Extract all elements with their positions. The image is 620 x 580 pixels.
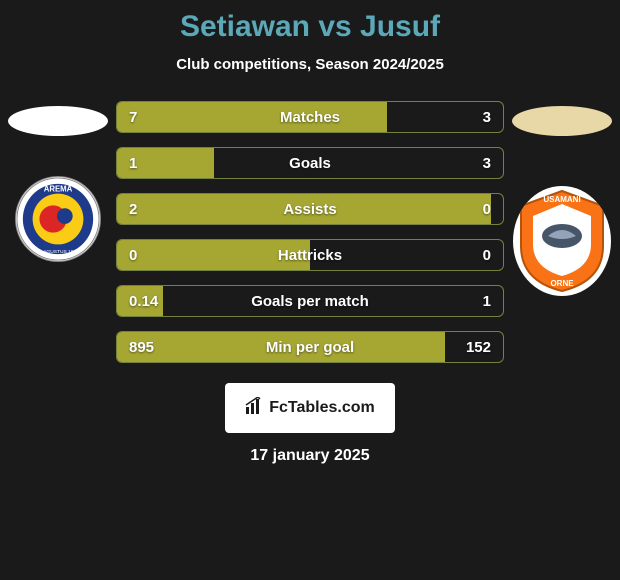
logo-label: FcTables.com	[269, 399, 375, 417]
stat-left-value: 1	[129, 155, 137, 172]
stat-left-value: 0.14	[129, 293, 158, 310]
stat-left-value: 0	[129, 247, 137, 264]
right-column: USAMANI ORNE	[512, 101, 612, 296]
content-row: AREMA 11 AGUSTUS 1987 73Matches13Goals20…	[0, 101, 620, 363]
badge-right-svg: USAMANI ORNE	[513, 186, 611, 296]
bar-left-segment: 1	[117, 148, 214, 178]
bar-right-segment: 0	[310, 240, 503, 270]
bar-left-segment: 0	[117, 240, 310, 270]
svg-text:11 AGUSTUS 1987: 11 AGUSTUS 1987	[37, 249, 79, 255]
left-column: AREMA 11 AGUSTUS 1987	[8, 101, 108, 262]
comparison-container: Setiawan vs Jusuf Club competitions, Sea…	[0, 0, 620, 580]
team-badge-right: USAMANI ORNE	[513, 186, 611, 296]
stats-bars: 73Matches13Goals20Assists00Hattricks0.14…	[108, 101, 512, 363]
page-title: Setiawan vs Jusuf	[0, 10, 620, 44]
chart-icon	[245, 397, 265, 420]
bar-left-segment: 895	[117, 332, 445, 362]
logo-text: FcTables.com	[245, 397, 375, 420]
stat-row: 895152Min per goal	[116, 331, 504, 363]
stat-right-value: 1	[483, 293, 491, 310]
stat-left-value: 2	[129, 201, 137, 218]
stat-row: 00Hattricks	[116, 239, 504, 271]
team-badge-left: AREMA 11 AGUSTUS 1987	[15, 176, 101, 262]
bar-right-segment: 152	[445, 332, 503, 362]
stat-right-value: 152	[466, 339, 491, 356]
badge-left-svg: AREMA 11 AGUSTUS 1987	[16, 176, 100, 262]
stat-row: 20Assists	[116, 193, 504, 225]
bar-left-segment: 0.14	[117, 286, 163, 316]
svg-text:AREMA: AREMA	[44, 185, 73, 194]
stat-row: 0.141Goals per match	[116, 285, 504, 317]
stat-row: 13Goals	[116, 147, 504, 179]
bar-right-segment: 0	[491, 194, 503, 224]
shirt-icon-left	[8, 106, 108, 136]
stat-left-value: 7	[129, 109, 137, 126]
stat-row: 73Matches	[116, 101, 504, 133]
fctables-logo[interactable]: FcTables.com	[225, 383, 395, 433]
stat-right-value: 0	[483, 247, 491, 264]
bar-left-segment: 2	[117, 194, 491, 224]
stat-right-value: 0	[483, 201, 491, 218]
bar-right-segment: 3	[387, 102, 503, 132]
date-label: 17 january 2025	[0, 447, 620, 465]
bar-right-segment: 1	[163, 286, 503, 316]
svg-text:ORNE: ORNE	[550, 279, 574, 288]
stat-left-value: 895	[129, 339, 154, 356]
stat-right-value: 3	[483, 109, 491, 126]
page-subtitle: Club competitions, Season 2024/2025	[0, 56, 620, 73]
svg-text:USAMANI: USAMANI	[543, 195, 580, 204]
bar-right-segment: 3	[214, 148, 504, 178]
stat-right-value: 3	[483, 155, 491, 172]
shirt-icon-right	[512, 106, 612, 136]
bar-left-segment: 7	[117, 102, 387, 132]
